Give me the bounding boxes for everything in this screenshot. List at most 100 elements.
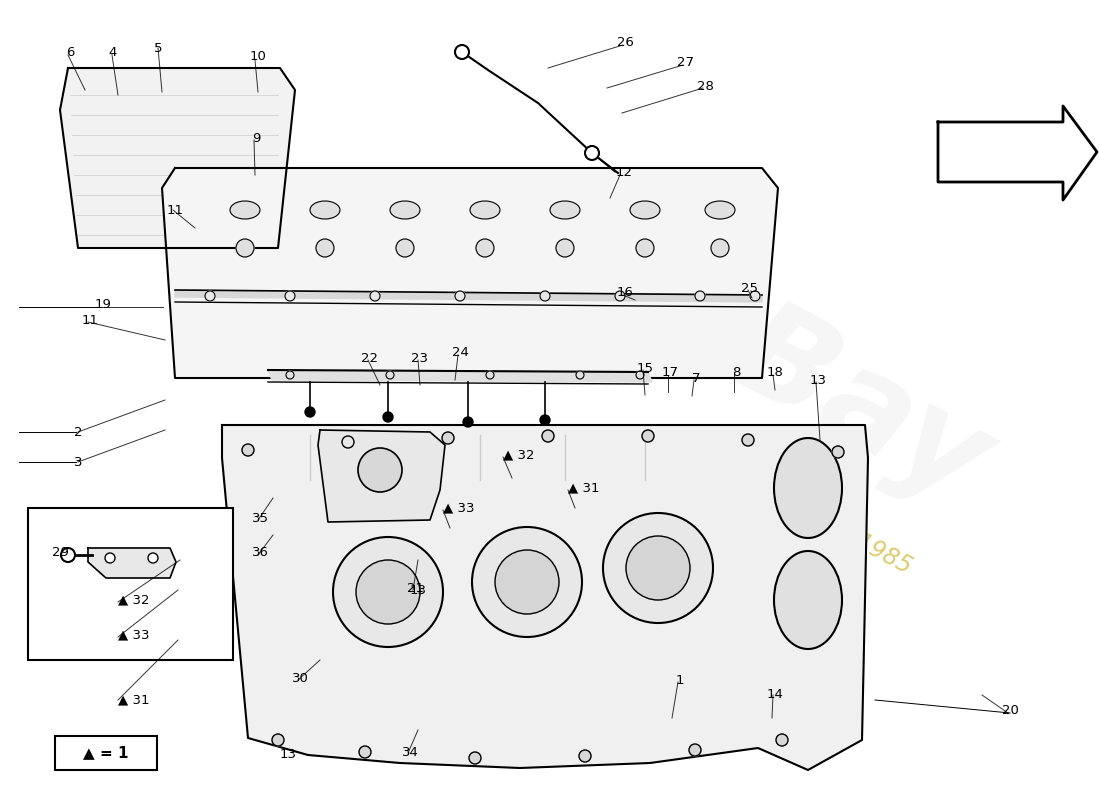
Text: 35: 35 (252, 511, 268, 525)
Circle shape (626, 536, 690, 600)
Circle shape (359, 746, 371, 758)
Text: 24: 24 (452, 346, 469, 359)
Circle shape (636, 371, 644, 379)
Circle shape (386, 371, 394, 379)
Circle shape (695, 291, 705, 301)
Text: ▲ 31: ▲ 31 (568, 482, 600, 494)
Circle shape (495, 550, 559, 614)
Circle shape (455, 45, 469, 59)
Circle shape (542, 430, 554, 442)
Text: 12: 12 (616, 166, 632, 179)
Circle shape (579, 750, 591, 762)
Circle shape (776, 734, 788, 746)
Text: 22: 22 (362, 351, 378, 365)
Text: ▲ = 1: ▲ = 1 (84, 746, 129, 761)
Polygon shape (60, 68, 295, 248)
Text: 30: 30 (292, 671, 308, 685)
Circle shape (832, 446, 844, 458)
Ellipse shape (774, 438, 842, 538)
Text: 26: 26 (617, 37, 634, 50)
Circle shape (370, 291, 379, 301)
Text: 6: 6 (66, 46, 74, 58)
Text: ▲ 33: ▲ 33 (443, 502, 474, 514)
Text: 5: 5 (154, 42, 163, 54)
Circle shape (742, 434, 754, 446)
Circle shape (286, 371, 294, 379)
Circle shape (469, 752, 481, 764)
Ellipse shape (550, 201, 580, 219)
Polygon shape (318, 430, 446, 522)
Text: 3: 3 (74, 455, 82, 469)
Circle shape (585, 146, 600, 160)
Text: 16: 16 (617, 286, 634, 299)
Polygon shape (175, 290, 762, 302)
Circle shape (358, 448, 402, 492)
Text: 17: 17 (661, 366, 679, 379)
Circle shape (356, 560, 420, 624)
Circle shape (689, 744, 701, 756)
Circle shape (576, 371, 584, 379)
Circle shape (316, 239, 334, 257)
Circle shape (540, 291, 550, 301)
Circle shape (285, 291, 295, 301)
Ellipse shape (630, 201, 660, 219)
Circle shape (750, 291, 760, 301)
Circle shape (242, 444, 254, 456)
Text: 20: 20 (1002, 703, 1019, 717)
Text: 23: 23 (411, 351, 429, 365)
Polygon shape (88, 548, 176, 578)
Circle shape (476, 239, 494, 257)
Circle shape (60, 548, 75, 562)
Text: 10: 10 (250, 50, 266, 63)
FancyBboxPatch shape (55, 736, 157, 770)
Text: 36: 36 (252, 546, 268, 559)
Text: 4: 4 (109, 46, 118, 58)
Ellipse shape (774, 551, 842, 649)
Polygon shape (222, 425, 868, 770)
Ellipse shape (705, 201, 735, 219)
Text: 7: 7 (692, 371, 701, 385)
Circle shape (272, 734, 284, 746)
Circle shape (396, 239, 414, 257)
Circle shape (342, 436, 354, 448)
Text: ▲ 33: ▲ 33 (118, 629, 150, 642)
Circle shape (442, 432, 454, 444)
Text: 27: 27 (676, 57, 693, 70)
Circle shape (305, 407, 315, 417)
Ellipse shape (470, 201, 500, 219)
Text: a passion since 1985: a passion since 1985 (684, 441, 915, 579)
Circle shape (455, 291, 465, 301)
Ellipse shape (390, 201, 420, 219)
Polygon shape (162, 168, 778, 378)
Circle shape (333, 537, 443, 647)
Text: 13: 13 (810, 374, 826, 386)
Circle shape (472, 527, 582, 637)
Text: 1: 1 (675, 674, 684, 686)
Text: 19: 19 (95, 298, 111, 311)
Text: 34: 34 (402, 746, 418, 759)
Text: 18: 18 (767, 366, 783, 379)
Circle shape (540, 415, 550, 425)
Circle shape (148, 553, 158, 563)
Text: 14: 14 (767, 689, 783, 702)
Polygon shape (938, 106, 1097, 200)
Text: 11: 11 (81, 314, 99, 326)
Text: 9: 9 (252, 131, 261, 145)
Text: 8: 8 (732, 366, 740, 379)
Text: 15: 15 (637, 362, 653, 374)
Text: 21: 21 (407, 582, 424, 594)
Circle shape (603, 513, 713, 623)
Text: 13: 13 (409, 583, 427, 597)
Text: 25: 25 (741, 282, 759, 294)
Circle shape (236, 239, 254, 257)
Ellipse shape (230, 201, 260, 219)
Text: 11: 11 (166, 203, 184, 217)
Circle shape (711, 239, 729, 257)
Polygon shape (268, 370, 652, 382)
FancyBboxPatch shape (28, 508, 233, 660)
Circle shape (556, 239, 574, 257)
Text: ▲ 31: ▲ 31 (118, 694, 150, 706)
Circle shape (463, 417, 473, 427)
Circle shape (486, 371, 494, 379)
Text: ▲ 32: ▲ 32 (503, 449, 535, 462)
